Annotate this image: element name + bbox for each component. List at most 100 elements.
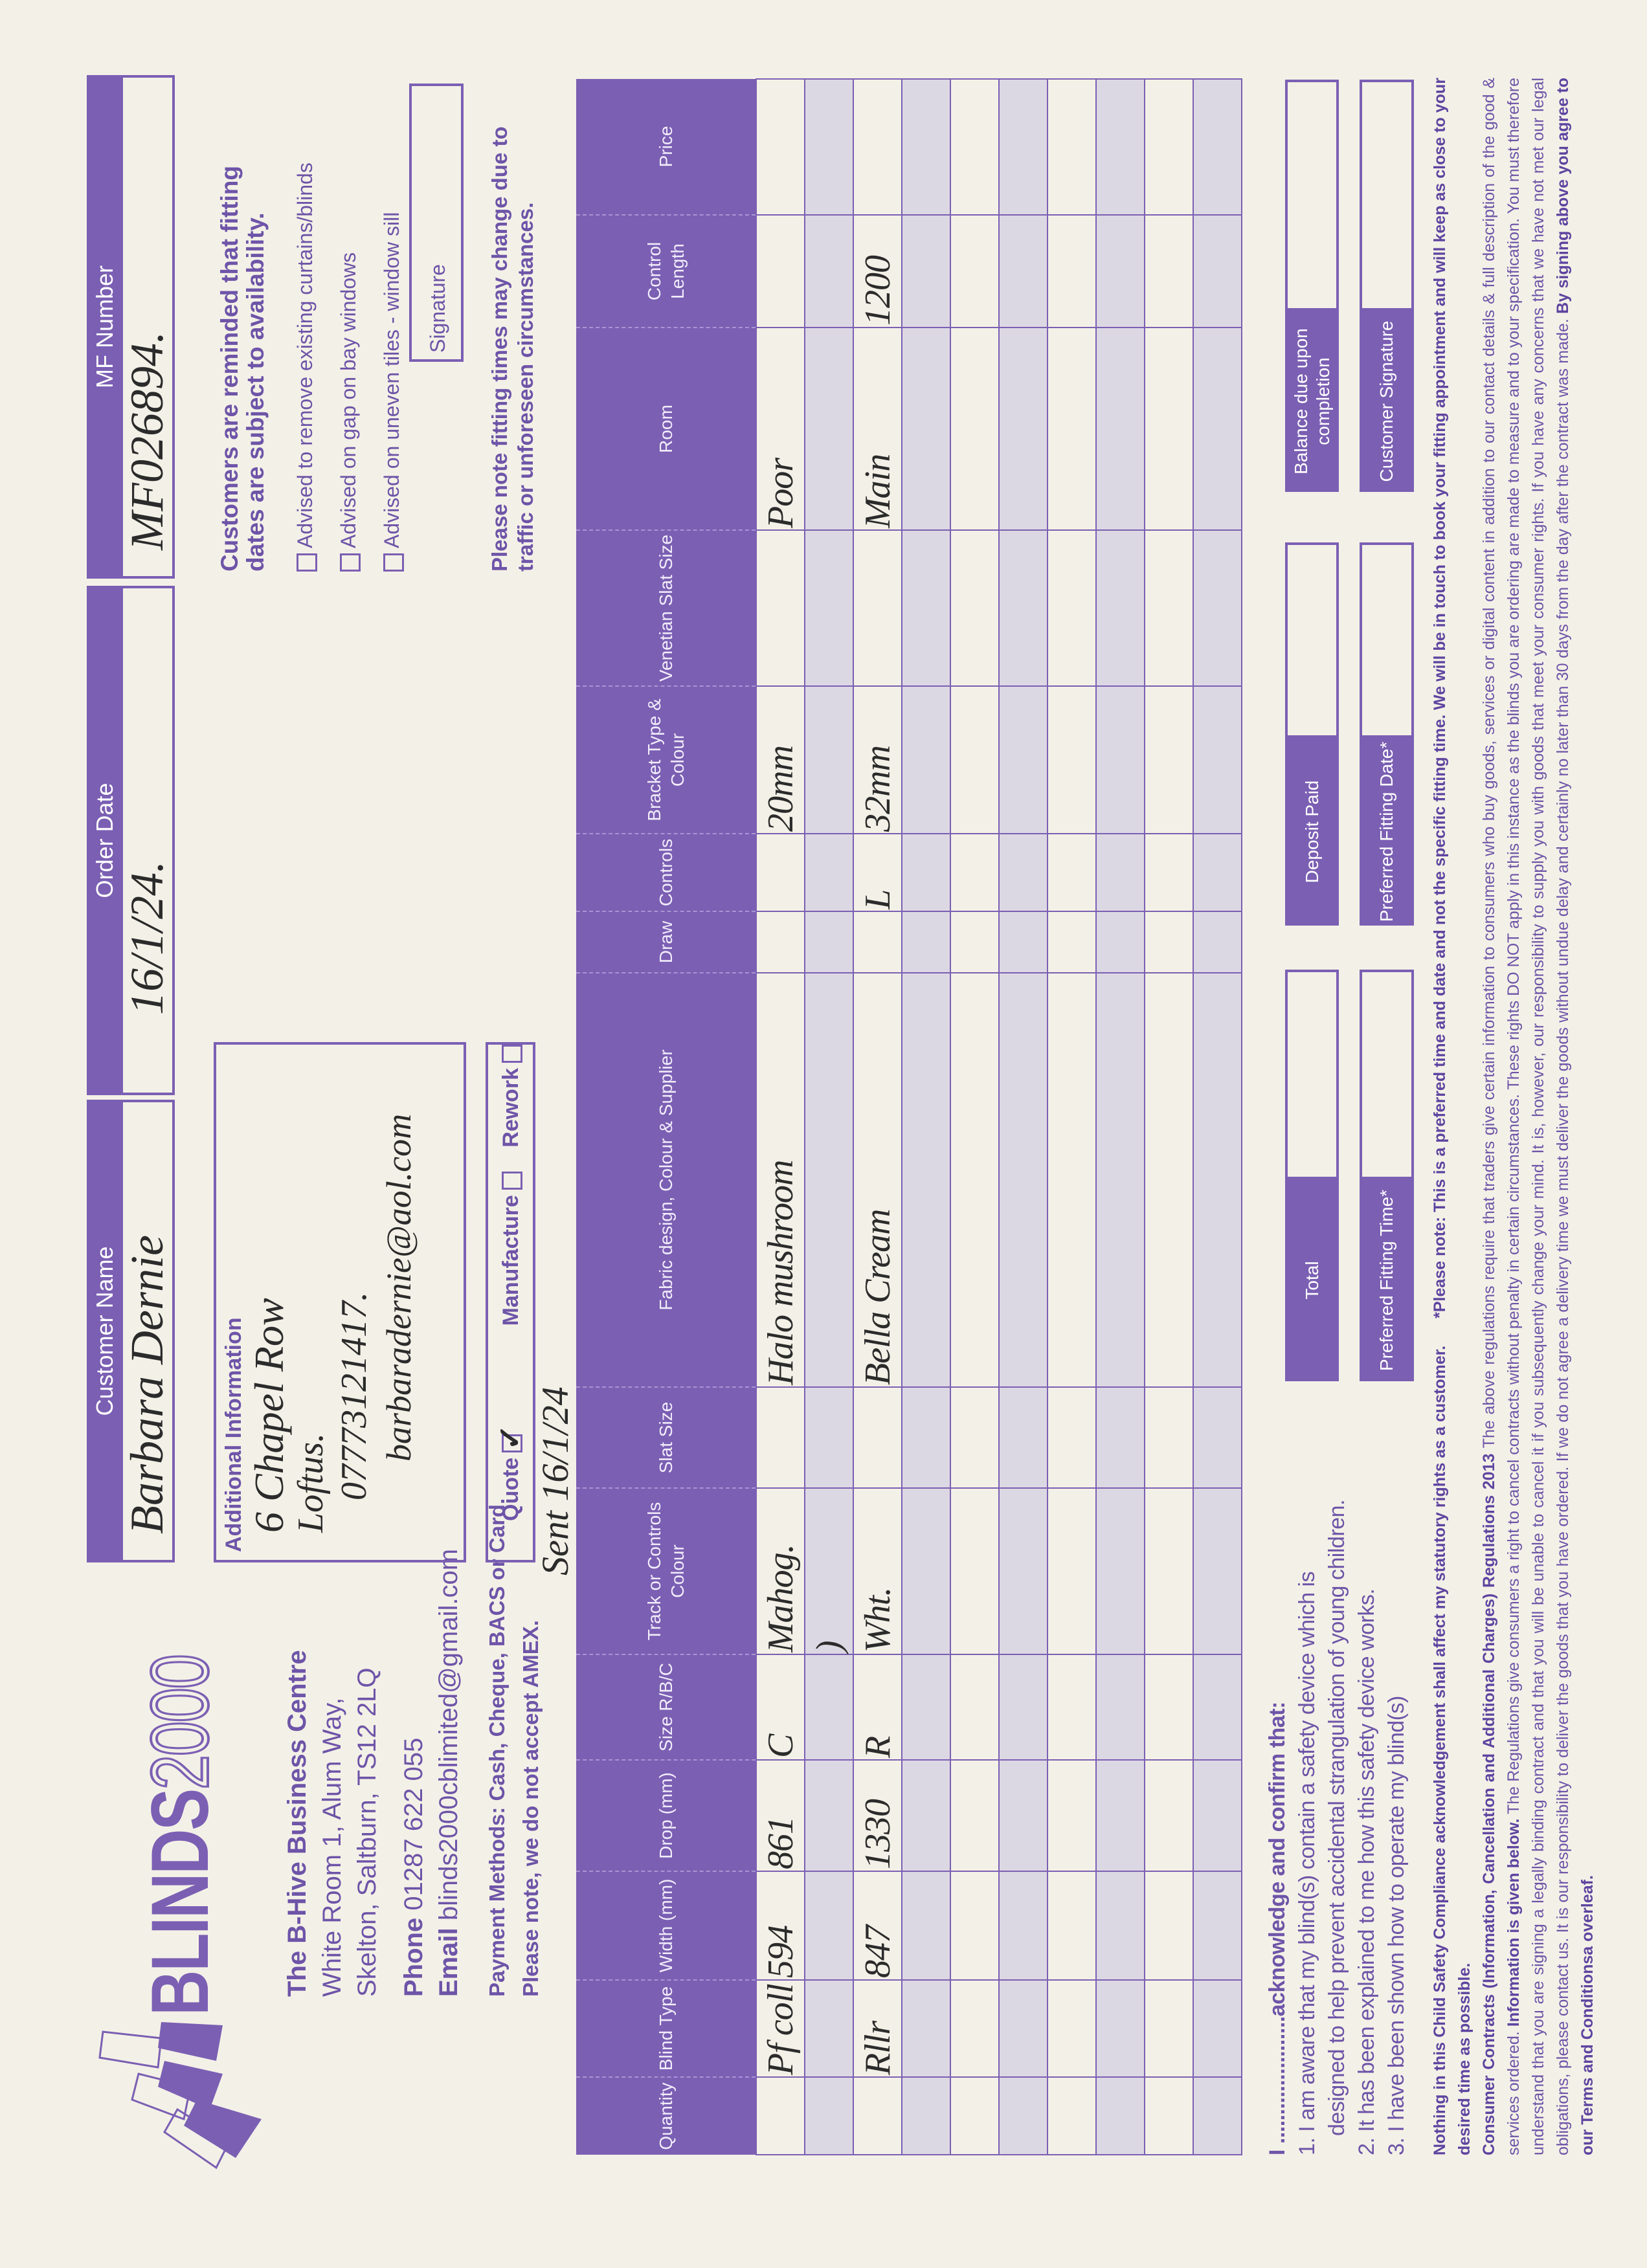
table-cell[interactable] (1145, 1488, 1193, 1654)
table-cell[interactable] (805, 1871, 853, 1980)
table-cell[interactable] (902, 1980, 950, 2077)
table-cell[interactable] (999, 1760, 1048, 1871)
table-cell[interactable] (1048, 1488, 1096, 1654)
table-cell[interactable] (756, 215, 805, 328)
table-cell[interactable] (950, 834, 999, 911)
signature-field[interactable]: Signature (409, 83, 464, 362)
advisory-item[interactable]: Advised to remove existing curtains/blin… (284, 162, 327, 572)
table-cell[interactable] (1096, 1488, 1145, 1654)
table-cell[interactable]: 861 (756, 1760, 805, 1871)
table-cell[interactable] (1048, 79, 1096, 215)
table-cell[interactable] (1193, 328, 1242, 530)
order-date-field[interactable]: Order Date 16/1/24. (87, 586, 175, 1095)
table-cell[interactable] (805, 2077, 853, 2155)
table-cell[interactable] (999, 2077, 1048, 2155)
table-cell[interactable] (805, 530, 853, 686)
manufacture-checkbox[interactable] (502, 1172, 523, 1190)
table-cell[interactable]: Mahog. (756, 1488, 805, 1654)
table-cell[interactable] (853, 911, 902, 973)
table-cell[interactable] (902, 973, 950, 1387)
advisory-checkbox[interactable] (339, 553, 361, 572)
table-cell[interactable] (1048, 215, 1096, 328)
table-cell[interactable] (1145, 1387, 1193, 1488)
table-cell[interactable] (756, 79, 805, 215)
table-cell[interactable] (1048, 328, 1096, 530)
table-cell[interactable] (1145, 686, 1193, 834)
advisory-checkbox[interactable] (296, 553, 317, 572)
order-date-value[interactable]: 16/1/24. (121, 586, 175, 1095)
table-cell[interactable] (1048, 973, 1096, 1387)
table-cell[interactable] (902, 1387, 950, 1488)
table-cell[interactable] (902, 1760, 950, 1871)
table-cell[interactable] (1193, 686, 1242, 834)
table-cell[interactable] (1048, 1654, 1096, 1760)
table-cell[interactable] (1048, 1387, 1096, 1488)
table-cell[interactable] (805, 1387, 853, 1488)
table-cell[interactable] (950, 2077, 999, 2155)
table-cell[interactable] (1145, 1980, 1193, 2077)
table-cell[interactable] (805, 686, 853, 834)
balance-due-field[interactable] (1285, 80, 1339, 311)
table-cell[interactable] (1193, 530, 1242, 686)
table-cell[interactable] (1193, 215, 1242, 328)
table-cell[interactable] (1048, 1980, 1096, 2077)
table-cell[interactable] (1193, 834, 1242, 911)
table-cell[interactable] (1145, 973, 1193, 1387)
table-cell[interactable] (1096, 1980, 1145, 2077)
preferred-fitting-time-field[interactable] (1360, 970, 1414, 1179)
table-cell[interactable]: R (853, 1654, 902, 1760)
table-cell[interactable] (950, 79, 999, 215)
table-cell[interactable] (999, 1488, 1048, 1654)
table-cell[interactable] (756, 1387, 805, 1488)
rework-checkbox[interactable] (502, 1044, 523, 1063)
table-cell[interactable] (1193, 973, 1242, 1387)
table-cell[interactable] (805, 79, 853, 215)
table-cell[interactable] (805, 1654, 853, 1760)
table-cell[interactable] (1096, 530, 1145, 686)
table-cell[interactable] (1193, 2077, 1242, 2155)
table-cell[interactable] (902, 1871, 950, 1980)
table-cell[interactable] (902, 530, 950, 686)
table-cell[interactable] (999, 215, 1048, 328)
table-cell[interactable] (805, 834, 853, 911)
table-cell[interactable]: Wht. (853, 1488, 902, 1654)
table-cell[interactable] (902, 686, 950, 834)
advisory-item[interactable]: Advised on gap on bay windows (327, 162, 370, 572)
table-cell[interactable] (950, 686, 999, 834)
table-cell[interactable] (1145, 530, 1193, 686)
table-cell[interactable] (999, 328, 1048, 530)
table-cell[interactable]: Main (853, 328, 902, 530)
table-cell[interactable] (1193, 1654, 1242, 1760)
table-cell[interactable] (1048, 1871, 1096, 1980)
table-cell[interactable] (1145, 834, 1193, 911)
deposit-paid-field[interactable] (1285, 542, 1339, 738)
table-cell[interactable]: 594 (756, 1871, 805, 1980)
mf-number-field[interactable]: MF Number MF026894. (87, 75, 175, 579)
table-cell[interactable]: Rllr (853, 1980, 902, 2077)
table-cell[interactable] (1048, 2077, 1096, 2155)
quote-checkbox[interactable] (502, 1434, 523, 1452)
table-cell[interactable] (853, 79, 902, 215)
table-cell[interactable] (950, 215, 999, 328)
table-cell[interactable] (1096, 834, 1145, 911)
table-cell[interactable] (950, 973, 999, 1387)
table-cell[interactable] (999, 686, 1048, 834)
table-cell[interactable] (999, 834, 1048, 911)
table-cell[interactable] (1193, 79, 1242, 215)
table-cell[interactable] (1193, 911, 1242, 973)
table-cell[interactable] (805, 328, 853, 530)
customer-name-field[interactable]: Customer Name Barbara Dernie (87, 1100, 175, 1562)
table-cell[interactable]: Bella Cream (853, 973, 902, 1387)
table-cell[interactable]: 847 (853, 1871, 902, 1980)
table-cell[interactable] (999, 911, 1048, 973)
table-cell[interactable]: ) (805, 1488, 853, 1654)
advisory-item[interactable]: Advised on uneven tiles - window sill (370, 162, 414, 572)
table-cell[interactable] (1096, 911, 1145, 973)
table-cell[interactable]: Halo mushroom (756, 973, 805, 1387)
table-cell[interactable] (1193, 1980, 1242, 2077)
table-cell[interactable] (999, 530, 1048, 686)
table-cell[interactable] (1193, 1760, 1242, 1871)
customer-name-value[interactable]: Barbara Dernie (121, 1100, 175, 1562)
table-cell[interactable] (1048, 530, 1096, 686)
table-cell[interactable] (805, 973, 853, 1387)
